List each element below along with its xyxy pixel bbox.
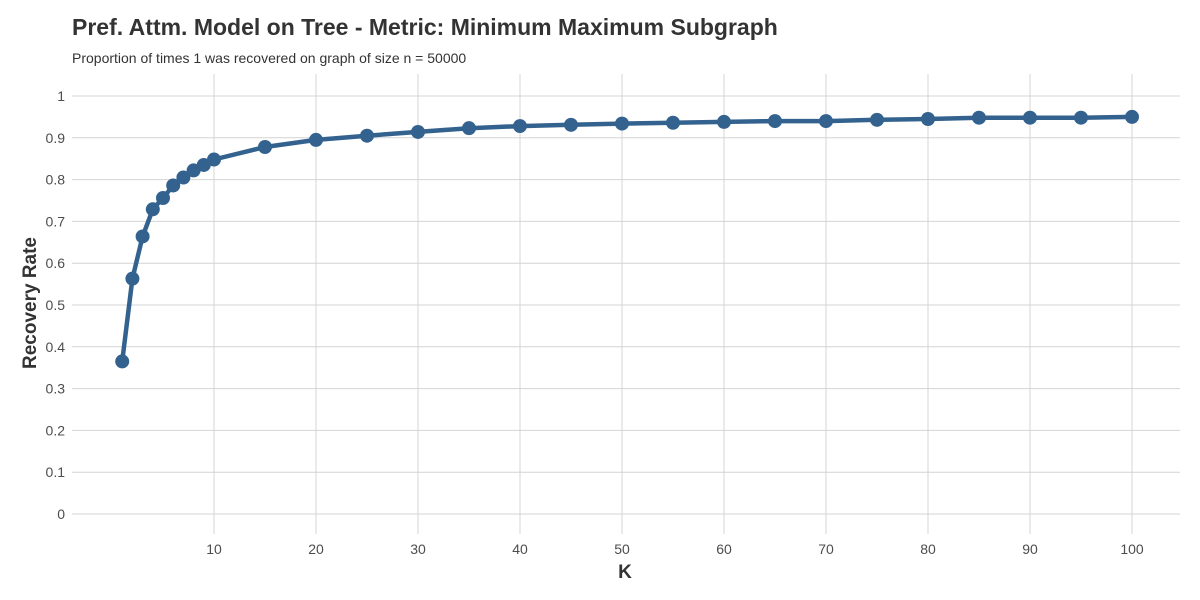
data-point	[258, 139, 272, 154]
x-tick-label: 90	[1022, 541, 1038, 557]
y-tick-label: 0.4	[46, 339, 66, 355]
x-tick-label: 10	[206, 541, 222, 557]
data-point	[768, 114, 782, 129]
y-tick-label: 0	[57, 506, 65, 522]
data-point	[615, 116, 629, 131]
y-tick-label: 0.6	[46, 255, 66, 271]
data-point	[411, 124, 425, 139]
data-point	[156, 190, 170, 205]
data-point	[166, 178, 181, 193]
data-point	[819, 114, 833, 129]
data-point	[207, 152, 221, 167]
x-tick-label: 60	[716, 541, 732, 557]
x-tick-label: 80	[920, 541, 936, 557]
data-point	[666, 115, 680, 130]
data-point	[564, 117, 578, 132]
x-tick-label: 50	[614, 541, 630, 557]
y-tick-label: 0.9	[46, 130, 66, 146]
y-tick-label: 0.5	[46, 297, 66, 313]
x-tick-label: 30	[410, 541, 426, 557]
chart-title: Pref. Attm. Model on Tree - Metric: Mini…	[72, 14, 778, 40]
data-point	[717, 114, 731, 129]
data-point	[135, 229, 150, 244]
data-point	[360, 128, 374, 143]
y-tick-label: 0.8	[46, 172, 66, 188]
chart-subtitle: Proportion of times 1 was recovered on g…	[72, 50, 467, 66]
x-tick-label: 70	[818, 541, 834, 557]
data-point	[125, 271, 140, 286]
y-tick-label: 0.7	[46, 213, 66, 229]
data-point	[1023, 110, 1037, 125]
data-point	[1074, 110, 1088, 125]
x-tick-label: 40	[512, 541, 528, 557]
x-tick-labels: 10 20 30 40 50 60 70 80 90 100	[206, 541, 1144, 557]
x-gridlines	[213, 74, 1133, 534]
data-point	[309, 132, 323, 147]
y-tick-label: 0.1	[46, 464, 66, 480]
y-tick-label: 0.2	[46, 422, 66, 438]
y-gridlines	[72, 95, 1180, 515]
y-axis-title: Recovery Rate	[20, 237, 41, 369]
data-point	[1125, 109, 1139, 124]
x-axis-title: K	[618, 562, 632, 583]
x-tick-label: 20	[308, 541, 324, 557]
data-point	[115, 354, 130, 369]
data-point	[972, 110, 986, 125]
data-point	[176, 170, 191, 185]
data-point	[462, 121, 476, 136]
x-tick-label: 100	[1120, 541, 1144, 557]
y-tick-label: 1	[57, 88, 65, 104]
y-tick-labels: 0 0.1 0.2 0.3 0.4 0.5 0.6 0.7 0.8 0.9 1	[46, 88, 66, 522]
series-line	[119, 114, 1135, 364]
data-point	[513, 119, 527, 134]
series-recovery-rate	[115, 109, 1139, 369]
data-point	[870, 112, 884, 127]
data-point	[145, 202, 160, 217]
data-point	[921, 111, 935, 126]
y-tick-label: 0.3	[46, 381, 66, 397]
